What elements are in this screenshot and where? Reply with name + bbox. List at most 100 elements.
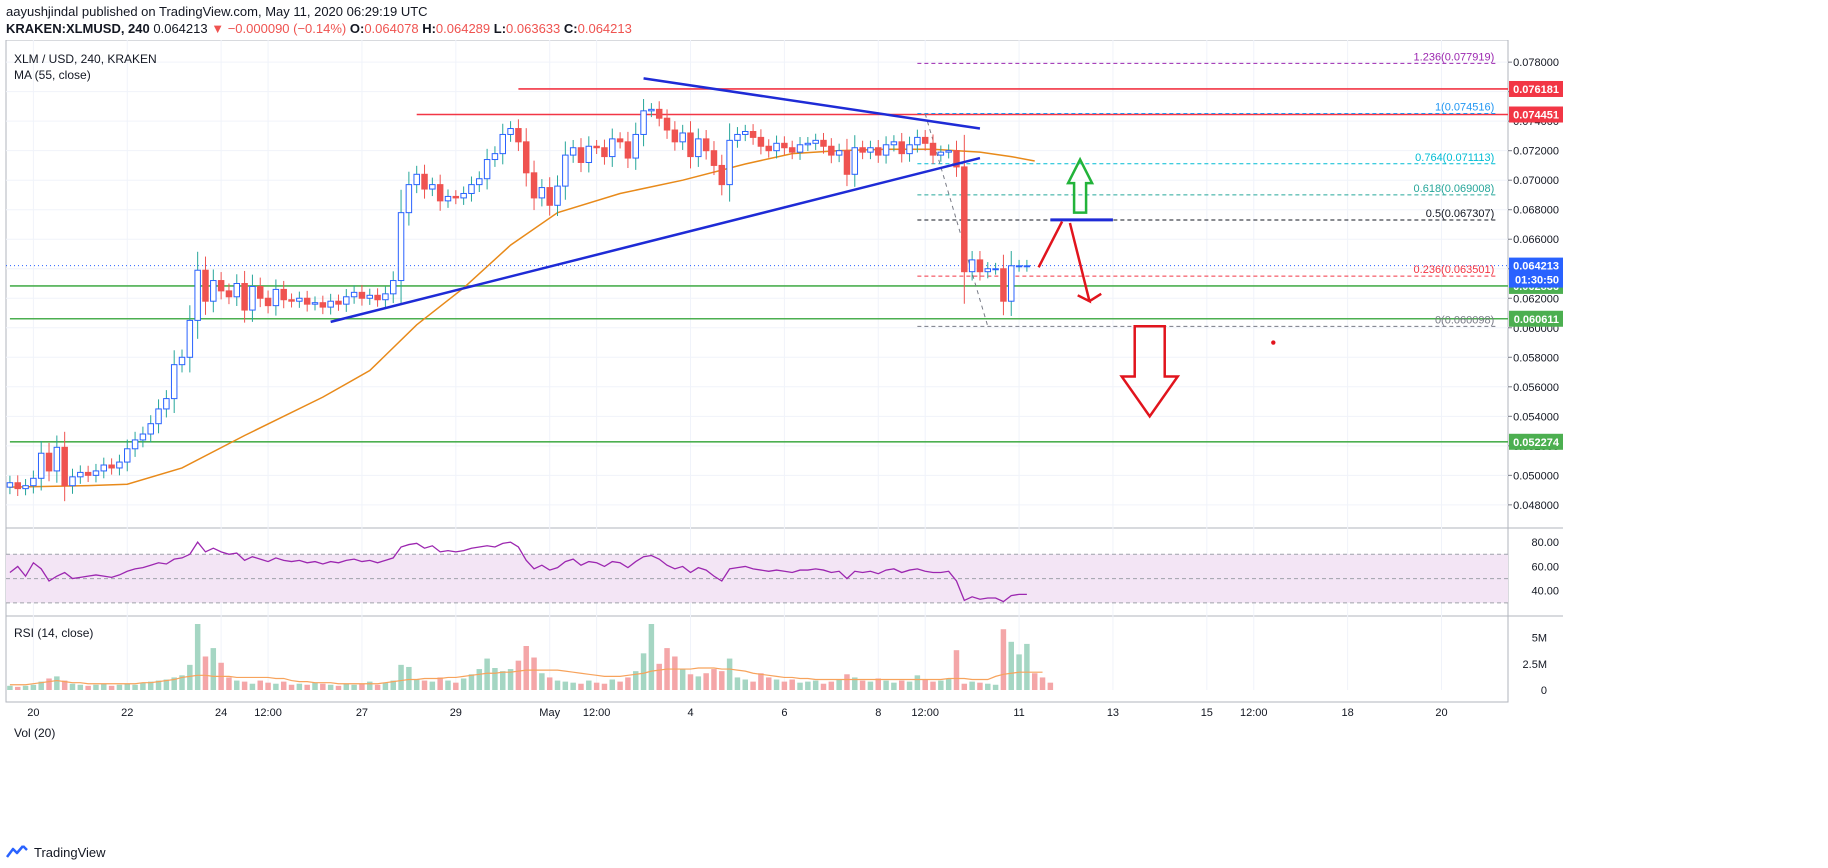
candle-body [835, 150, 843, 156]
fib-level-label: 1(0.074516) [1435, 102, 1494, 114]
time-tick-label: 15 [1201, 707, 1213, 719]
volume-bar [765, 677, 772, 690]
candle-body [898, 141, 905, 155]
candle-body [84, 471, 92, 476]
candle-body [882, 144, 890, 156]
trendlines[interactable] [330, 77, 981, 324]
volume-bar [460, 678, 467, 690]
volume-bar [578, 683, 584, 690]
candle-body [507, 128, 514, 135]
volume-bar [492, 668, 498, 690]
volume-bar [320, 683, 326, 690]
volume-bar [867, 681, 874, 690]
candle-body [241, 283, 248, 311]
candle-body [718, 164, 726, 186]
bearish-arrow-icon [1119, 325, 1181, 419]
volume-bar [789, 679, 795, 690]
rsi-tick-label: 80.00 [1531, 537, 1559, 549]
volume-bar [367, 681, 373, 690]
candle-body [413, 173, 420, 186]
time-tick-label: 12:00 [583, 707, 611, 719]
candle-body [92, 470, 100, 476]
low-label: L: [493, 21, 507, 36]
volume-bar [953, 650, 960, 690]
volume-bar [640, 653, 647, 690]
candle-body [303, 297, 311, 305]
volume-bar [46, 678, 52, 690]
candle-body [170, 364, 178, 400]
time-tick-label: 6 [781, 707, 787, 719]
volume-bar [280, 681, 287, 690]
volume-bar [210, 648, 217, 690]
candle-body [272, 288, 280, 307]
candle-body [178, 356, 186, 366]
volume-bar [758, 673, 764, 690]
horizontal-levels [6, 88, 1508, 443]
annotations[interactable] [1037, 156, 1276, 419]
candlesticks [6, 99, 1031, 502]
time-tick-label: 8 [875, 707, 881, 719]
candle-body [554, 185, 561, 206]
trendline [643, 77, 981, 130]
volume-bar [234, 680, 240, 690]
volume-bar [85, 685, 91, 690]
candle-body [30, 477, 37, 487]
level-badge-label: 0.060611 [1514, 314, 1559, 326]
volume-bar [852, 677, 858, 690]
time-axis[interactable]: 20 22 24 12:00 27 29 May 12:00 4 6 8 12:00 11 13 15 12:… [27, 707, 1447, 719]
chart-canvas[interactable]: 1.236(0.077919) 1(0.074516) 0.764(0.071113… [0, 40, 1828, 838]
volume-bar [883, 680, 889, 690]
candle-body [139, 433, 147, 441]
volume-bar [859, 680, 866, 690]
candle-body [984, 268, 992, 273]
price-axis[interactable]: 0.0780000.0760000.0740000.0720000.070000… [1508, 57, 1563, 697]
level-badge [1509, 310, 1563, 327]
candle-body [210, 280, 217, 302]
tradingview-brand: TradingView [34, 844, 106, 860]
candle-body [6, 482, 14, 488]
time-tick-label: 20 [1435, 707, 1447, 719]
volume-bar [1031, 673, 1038, 690]
volume-bar [1024, 643, 1030, 690]
volume-pane [7, 624, 1054, 690]
candle-body [421, 173, 428, 190]
candle-body [914, 136, 921, 146]
candle-body [781, 142, 788, 149]
volume-bar [609, 679, 616, 690]
volume-bar [38, 681, 44, 690]
volume-bar [304, 684, 310, 690]
candle-body [859, 147, 866, 153]
volume-bar [429, 681, 436, 690]
volume-bar [265, 682, 271, 690]
candle-body [311, 302, 319, 305]
candle-body [538, 187, 546, 199]
candle-body [217, 280, 225, 292]
volume-bar [124, 683, 130, 690]
candle-body [45, 452, 53, 472]
volume-bar [288, 684, 295, 690]
fibonacci-retracement[interactable]: 1.236(0.077919) 1(0.074516) 0.764(0.071113… [917, 51, 1497, 327]
candle-body [929, 142, 937, 156]
candle-body [624, 141, 632, 159]
volume-bar [421, 680, 428, 690]
volume-legend: Vol (20) [14, 726, 55, 740]
level-badge-label: 0.052274 [1513, 437, 1560, 449]
volume-bar [554, 680, 561, 690]
chart-header: aayushjindal published on TradingView.co… [0, 0, 1828, 40]
candle-body [476, 178, 483, 186]
volume-bar [601, 683, 608, 690]
open-value: 0.064078 [364, 21, 419, 36]
volume-bar [14, 686, 21, 690]
volume-bar [335, 685, 342, 690]
level-badge-label: 0.074451 [1513, 110, 1559, 122]
price-tick-label: 0.062000 [1513, 293, 1559, 305]
candle-body [22, 485, 29, 490]
time-tick-label: 24 [215, 707, 227, 719]
close-value: 0.064213 [577, 21, 632, 36]
candle-body [460, 192, 467, 199]
candle-body [61, 446, 68, 487]
volume-bar [828, 681, 835, 690]
volume-bar [437, 677, 443, 690]
price-tick-label: 0.078000 [1513, 57, 1559, 69]
volume-bar [992, 684, 999, 690]
